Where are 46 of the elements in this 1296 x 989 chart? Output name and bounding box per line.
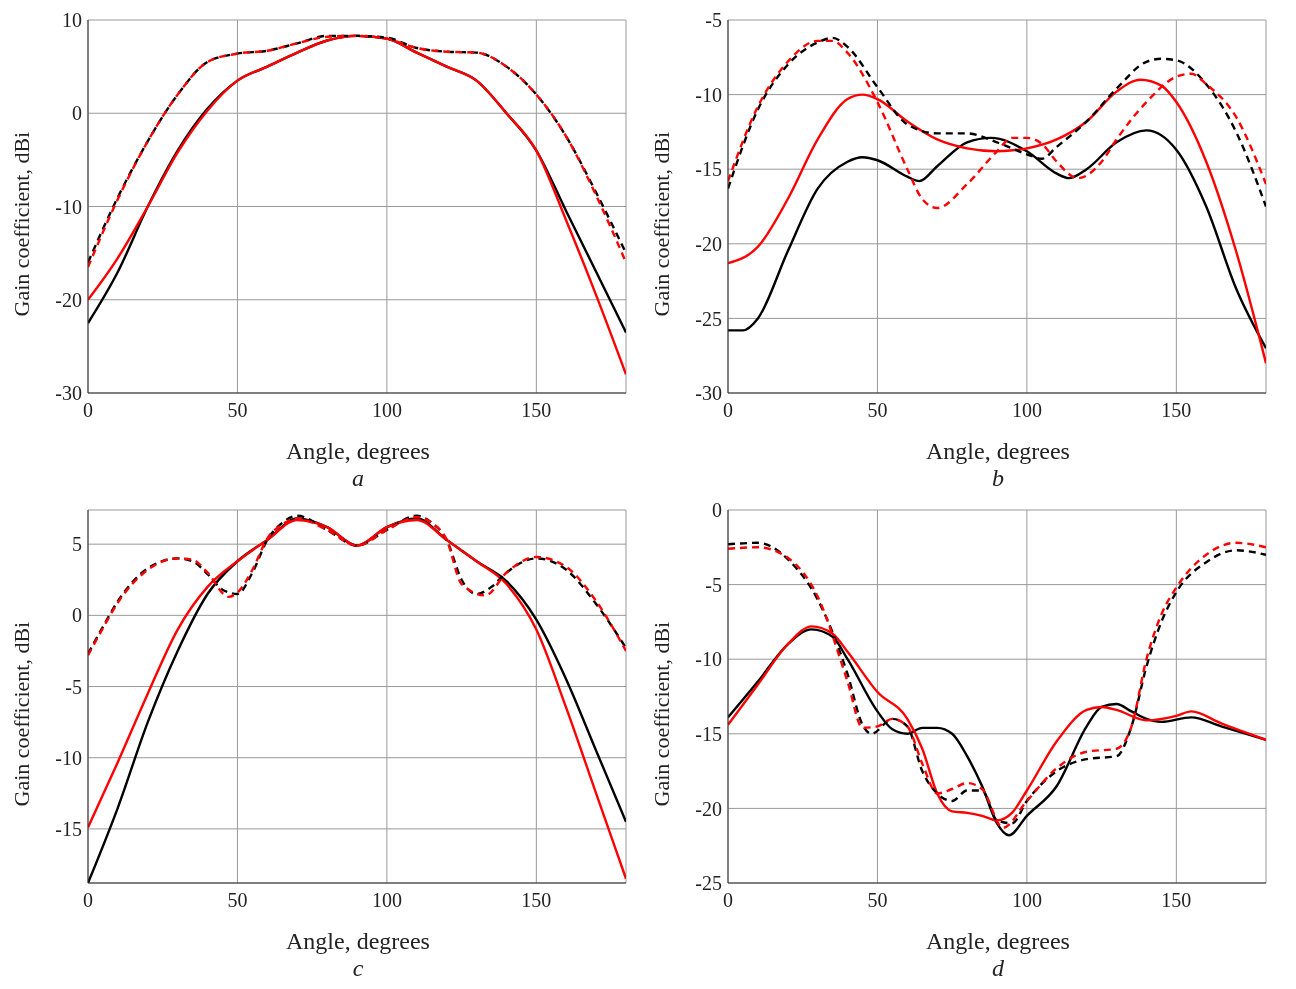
x-tick-label: 100 bbox=[371, 889, 402, 912]
y-tick-label: -25 bbox=[695, 872, 722, 895]
y-tick-label: 5 bbox=[72, 533, 82, 556]
y-tick-label: -25 bbox=[695, 307, 722, 330]
y-tick-label: -20 bbox=[55, 288, 82, 311]
x-tick-label: 150 bbox=[521, 889, 552, 912]
y-tick-label: -10 bbox=[695, 648, 722, 671]
y-tick-label: -30 bbox=[55, 382, 82, 405]
y-tick-label: 10 bbox=[62, 9, 82, 32]
y-tick-label: -10 bbox=[55, 195, 82, 218]
y-axis-title: Gain coefficient, dBi bbox=[648, 621, 674, 807]
y-tick-label: -30 bbox=[695, 382, 722, 405]
x-tick-label: 150 bbox=[1161, 399, 1192, 422]
y-axis-title: Gain coefficient, dBi bbox=[8, 131, 34, 317]
y-tick-label: -20 bbox=[695, 232, 722, 255]
x-tick-label: 50 bbox=[867, 399, 888, 422]
y-tick-label: -5 bbox=[65, 675, 82, 698]
x-tick-label: 100 bbox=[371, 399, 402, 422]
x-tick-label: 50 bbox=[227, 399, 248, 422]
y-tick-label: -20 bbox=[695, 797, 722, 820]
text: b bbox=[991, 465, 1005, 492]
y-tick-label: -10 bbox=[55, 746, 82, 769]
x-axis-title: Angle, degrees bbox=[285, 438, 431, 465]
y-axis-title: Gain coefficient, dBi bbox=[8, 621, 34, 807]
y-tick-label: -15 bbox=[695, 158, 722, 181]
x-tick-label: 150 bbox=[521, 399, 552, 422]
y-axis-title: Gain coefficient, dBi bbox=[648, 131, 674, 317]
x-tick-label: 50 bbox=[867, 889, 888, 912]
text: d bbox=[991, 955, 1005, 982]
text: a bbox=[351, 465, 365, 492]
y-tick-label: -15 bbox=[695, 722, 722, 745]
x-tick-label: 100 bbox=[1011, 889, 1042, 912]
x-axis-title: Angle, degrees bbox=[925, 928, 1071, 955]
y-tick-label: -5 bbox=[705, 573, 722, 596]
y-tick-label: 0 bbox=[72, 102, 82, 125]
y-tick-label: 0 bbox=[712, 499, 722, 522]
y-tick-label: 0 bbox=[72, 604, 82, 627]
x-axis-title: Angle, degrees bbox=[285, 928, 431, 955]
x-axis-title: Angle, degrees bbox=[925, 438, 1071, 465]
x-tick-label: 150 bbox=[1161, 889, 1192, 912]
y-tick-label: -10 bbox=[695, 83, 722, 106]
text: c bbox=[351, 955, 365, 982]
x-tick-label: 100 bbox=[1011, 399, 1042, 422]
y-tick-label: -15 bbox=[55, 818, 82, 840]
y-tick-label: -5 bbox=[705, 9, 722, 32]
x-tick-label: 50 bbox=[227, 889, 248, 912]
